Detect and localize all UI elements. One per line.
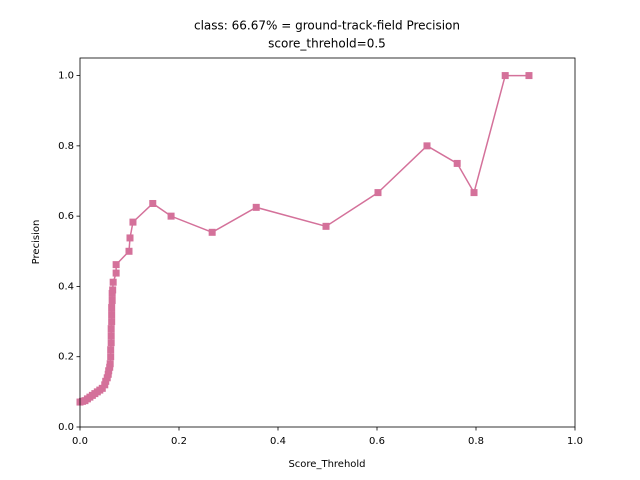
data-point (423, 142, 431, 150)
data-point (106, 360, 114, 368)
x-tick-label: 0.6 (369, 436, 385, 447)
data-point (108, 304, 116, 312)
data-point (112, 269, 120, 277)
data-point (125, 247, 133, 255)
y-tick-label: 0.4 (58, 281, 74, 292)
y-tick-label: 1.0 (58, 71, 74, 82)
data-point (102, 377, 110, 385)
data-point (108, 296, 116, 304)
data-point (129, 218, 137, 226)
data-point (108, 289, 116, 297)
data-point (112, 261, 120, 269)
data-point (107, 332, 115, 340)
x-tick-label: 0.0 (72, 436, 88, 447)
data-point (109, 286, 117, 294)
data-point (322, 222, 330, 230)
data-point (453, 159, 461, 167)
data-point (208, 228, 216, 236)
y-tick-label: 0.2 (58, 352, 74, 363)
data-point (107, 346, 115, 354)
x-tick-label: 0.8 (468, 436, 484, 447)
y-tick-label: 0.0 (58, 422, 74, 433)
data-point (107, 353, 115, 361)
data-point (108, 318, 116, 326)
data-point (105, 367, 113, 375)
data-point (252, 203, 260, 211)
data-point (167, 212, 175, 220)
plot-frame (79, 57, 576, 428)
y-axis-label: Precision (31, 220, 42, 265)
x-axis-label: Score_Threhold (288, 459, 365, 470)
data-point (108, 311, 116, 319)
data-point (101, 381, 109, 389)
y-tick-label: 0.6 (58, 211, 74, 222)
x-tick-label: 0.2 (171, 436, 187, 447)
data-point (109, 278, 117, 286)
data-point (374, 189, 382, 197)
data-point (525, 72, 533, 80)
x-tick-label: 0.4 (270, 436, 286, 447)
data-point (126, 234, 134, 242)
data-point (103, 374, 111, 382)
data-point (470, 189, 478, 197)
chart-subtitle: score_threhold=0.5 (268, 37, 386, 51)
chart-title: class: 66.67% = ground-track-field Preci… (194, 19, 460, 33)
y-tick-label: 0.8 (58, 141, 74, 152)
data-point (104, 370, 112, 378)
data-point (501, 72, 509, 80)
data-point (107, 339, 115, 347)
x-tick-label: 1.0 (567, 436, 583, 447)
data-point (107, 325, 115, 333)
data-point (98, 384, 106, 392)
data-point (149, 199, 157, 207)
data-point (106, 363, 114, 371)
